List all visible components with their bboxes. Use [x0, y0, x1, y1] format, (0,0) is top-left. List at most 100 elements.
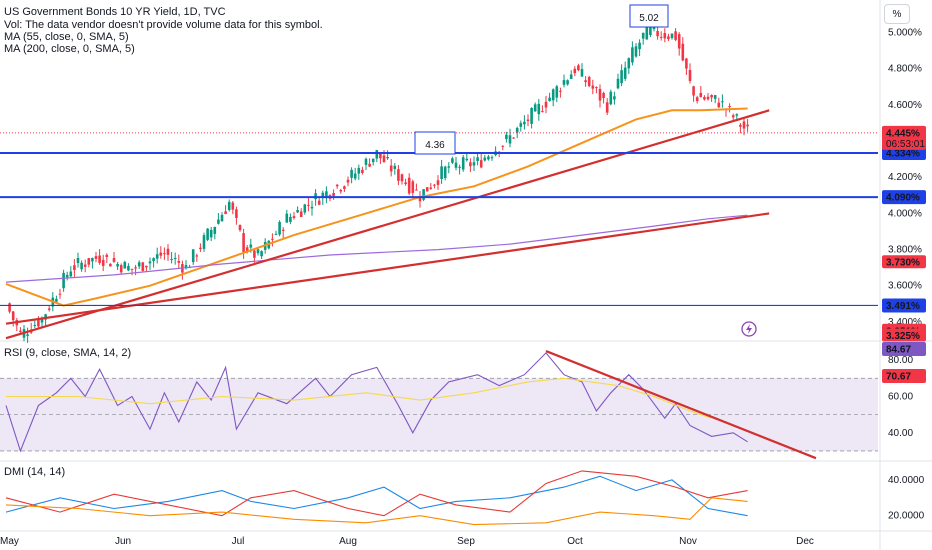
candle-body — [537, 103, 541, 115]
candle-body — [411, 181, 415, 193]
candle-body — [361, 169, 364, 173]
candle-body — [389, 165, 393, 172]
percent-scale-button[interactable]: % — [884, 4, 910, 24]
candle-body — [91, 258, 94, 262]
rsi-value-badge-label: 70.67 — [886, 372, 911, 383]
candle-body — [37, 319, 40, 327]
lightning-icon — [741, 321, 757, 337]
candle-body — [616, 78, 620, 89]
candle-body — [368, 163, 371, 167]
candle-body — [436, 180, 440, 185]
candle-body — [602, 92, 605, 98]
candle-body — [253, 250, 256, 258]
candle-body — [548, 97, 551, 101]
annotation-box — [414, 131, 456, 155]
candle-body — [591, 85, 595, 89]
candle-body — [184, 265, 188, 269]
candle-body — [73, 265, 76, 271]
candle-body — [569, 74, 573, 79]
candle-body — [101, 259, 105, 266]
candle-body — [415, 189, 418, 191]
time-axis-label: Sep — [457, 536, 475, 547]
candle-body — [382, 155, 386, 163]
candle-body — [731, 115, 735, 118]
candle-body — [573, 68, 577, 74]
candle-body — [706, 96, 710, 100]
axis-price-badge — [882, 328, 926, 342]
candle-body — [710, 94, 713, 98]
candle-body — [26, 334, 29, 336]
rsi-value-badge — [882, 342, 926, 356]
candle-body — [94, 256, 98, 259]
candle-body — [346, 179, 350, 183]
candle-body — [199, 247, 202, 250]
candle-body — [483, 157, 487, 161]
candle-body — [440, 166, 443, 180]
candle-body — [735, 114, 739, 116]
dmi-tick-label: 40.0000 — [888, 475, 925, 486]
candle-body — [191, 249, 195, 263]
candle-body — [152, 258, 155, 262]
candle-body — [105, 254, 109, 258]
rsi-value-badge-label: 84.67 — [886, 345, 911, 356]
time-axis-label: Aug — [339, 536, 357, 547]
candle-body — [289, 216, 292, 222]
countdown-label: 06:53:01 — [886, 139, 925, 150]
candle-body — [209, 229, 213, 238]
candle-body — [148, 261, 152, 264]
candle-body — [357, 167, 361, 174]
candle-body — [242, 233, 245, 252]
candle-body — [400, 174, 404, 182]
candle-body — [443, 166, 447, 179]
price-tick-label: 3.800% — [888, 245, 922, 256]
candles-group — [8, 22, 749, 343]
candle-body — [127, 266, 130, 271]
candle-body — [566, 80, 569, 85]
legend-ma200: MA (200, close, 0, SMA, 5) — [4, 43, 135, 55]
candle-body — [134, 267, 137, 269]
candle-body — [703, 97, 706, 100]
candle-body — [721, 101, 724, 103]
candle-body — [19, 330, 22, 333]
candle-body — [501, 145, 505, 147]
rsi-line — [5, 352, 748, 453]
candle-body — [170, 258, 173, 260]
candle-body — [69, 271, 73, 277]
candle-body — [533, 104, 537, 112]
candle-body — [80, 262, 83, 270]
candle-body — [404, 182, 407, 185]
candle-body — [634, 46, 638, 57]
candle-body — [371, 158, 375, 163]
candle-body — [310, 206, 314, 209]
axis-price-badge-label: 3.730% — [886, 258, 920, 269]
candle-body — [433, 184, 436, 186]
price-tick-label: 5.000% — [888, 28, 922, 39]
candle-body — [490, 157, 494, 159]
candle-body — [587, 76, 591, 86]
candle-body — [238, 225, 242, 231]
candle-body — [364, 158, 368, 165]
candle-body — [447, 166, 451, 168]
candle-body — [137, 262, 141, 267]
candle-body — [321, 192, 325, 199]
candle-body — [407, 177, 411, 194]
candle-body — [692, 86, 695, 96]
candle-body — [472, 162, 476, 166]
candle-body — [519, 123, 523, 127]
time-axis-label: Oct — [567, 536, 583, 547]
candle-body — [656, 31, 659, 37]
candle-body — [278, 222, 281, 235]
candle-body — [227, 201, 231, 210]
candle-body — [65, 274, 69, 278]
candle-body — [296, 209, 299, 213]
candle-body — [562, 80, 566, 85]
candle-body — [163, 253, 166, 255]
candle-body — [551, 89, 555, 101]
candle-body — [353, 173, 357, 179]
candle-body — [677, 34, 681, 49]
candle-body — [641, 32, 645, 39]
candle-body — [159, 252, 163, 256]
legend-rsi: RSI (9, close, SMA, 14, 2) — [4, 347, 132, 359]
candle-body — [271, 238, 274, 240]
